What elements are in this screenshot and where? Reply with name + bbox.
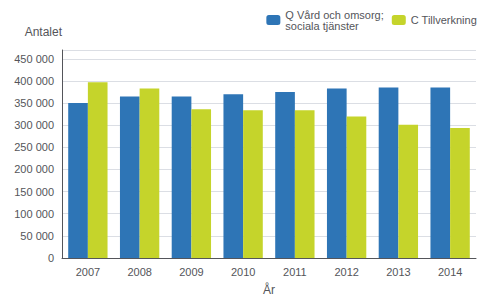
svg-text:sociala tjänster: sociala tjänster bbox=[285, 20, 359, 32]
svg-text:200 000: 200 000 bbox=[14, 163, 54, 175]
svg-text:0: 0 bbox=[48, 252, 54, 264]
svg-text:2009: 2009 bbox=[179, 266, 203, 278]
svg-text:150 000: 150 000 bbox=[14, 186, 54, 198]
svg-text:2013: 2013 bbox=[386, 266, 410, 278]
svg-text:2007: 2007 bbox=[76, 266, 100, 278]
svg-text:250 000: 250 000 bbox=[14, 141, 54, 153]
svg-text:År: År bbox=[263, 282, 275, 297]
svg-text:100 000: 100 000 bbox=[14, 208, 54, 220]
svg-text:Q Vård och omsorg;: Q Vård och omsorg; bbox=[285, 8, 384, 21]
svg-text:2014: 2014 bbox=[438, 266, 462, 278]
svg-text:C Tillverkning: C Tillverkning bbox=[411, 14, 477, 26]
svg-text:Antalet: Antalet bbox=[25, 25, 63, 39]
svg-text:400 000: 400 000 bbox=[14, 75, 54, 87]
svg-text:2008: 2008 bbox=[127, 266, 151, 278]
svg-text:2012: 2012 bbox=[334, 266, 358, 278]
svg-text:50 000: 50 000 bbox=[20, 230, 54, 242]
svg-text:350 000: 350 000 bbox=[14, 97, 54, 109]
svg-text:2010: 2010 bbox=[231, 266, 255, 278]
svg-text:450 000: 450 000 bbox=[14, 53, 54, 65]
svg-text:300 000: 300 000 bbox=[14, 119, 54, 131]
svg-text:2011: 2011 bbox=[283, 266, 307, 278]
